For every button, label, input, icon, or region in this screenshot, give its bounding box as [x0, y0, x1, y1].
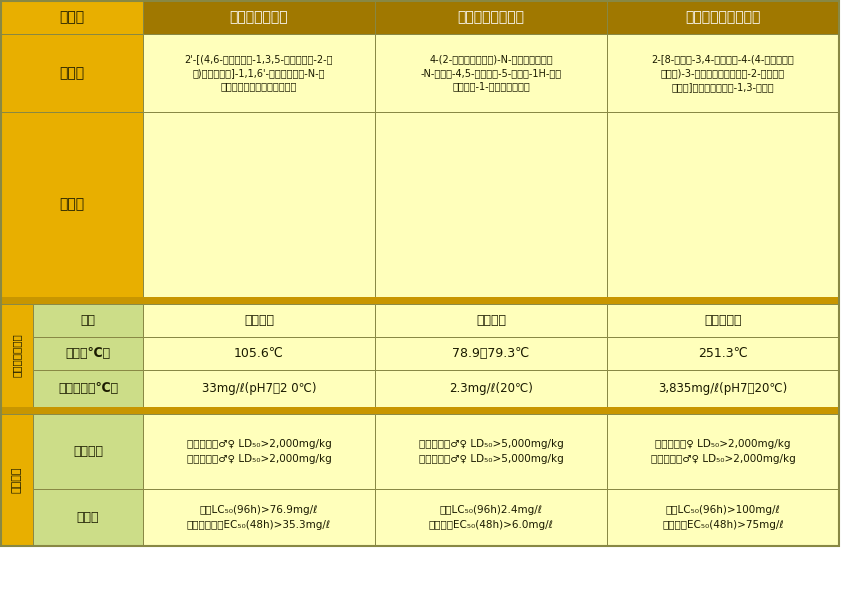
Bar — [607, 34, 839, 112]
Text: 白色結晶: 白色結晶 — [476, 314, 506, 327]
Bar — [33, 370, 143, 407]
Bar — [143, 489, 375, 546]
Text: 魚毒性: 魚毒性 — [77, 511, 99, 524]
Text: 性状: 性状 — [81, 314, 96, 327]
Text: トリアファモン: トリアファモン — [230, 10, 288, 24]
Bar — [1, 414, 33, 546]
Bar — [375, 304, 607, 337]
Text: 白色粉末: 白色粉末 — [244, 314, 274, 327]
Text: 251.3℃: 251.3℃ — [698, 347, 748, 360]
Bar — [143, 304, 375, 337]
Bar — [375, 489, 607, 546]
Bar — [1, 112, 143, 297]
Bar — [375, 34, 607, 112]
Bar — [375, 414, 607, 489]
Text: 水溶解度（℃）: 水溶解度（℃） — [58, 382, 118, 395]
Bar — [33, 489, 143, 546]
Text: 経口ラット♂♀ LD₅₀>5,000mg/kg
経皮ラット♂♀ LD₅₀>5,000mg/kg: 経口ラット♂♀ LD₅₀>5,000mg/kg 経皮ラット♂♀ LD₅₀>5,0… — [419, 439, 563, 464]
Bar — [33, 304, 143, 337]
Text: 78.9～79.3℃: 78.9～79.3℃ — [452, 347, 530, 360]
Bar — [607, 1, 839, 34]
Bar — [375, 370, 607, 407]
Bar — [607, 304, 839, 337]
Bar — [1, 1, 143, 34]
Bar — [143, 414, 375, 489]
Bar — [1, 297, 839, 304]
Text: 33mg/ℓ(pH7、2 0℃): 33mg/ℓ(pH7、2 0℃) — [202, 382, 316, 395]
Text: 2.3mg/ℓ(20℃): 2.3mg/ℓ(20℃) — [449, 382, 533, 395]
Bar — [33, 414, 143, 489]
Text: 融点（℃）: 融点（℃） — [66, 347, 110, 360]
Text: 構造式: 構造式 — [60, 198, 85, 211]
Bar — [143, 34, 375, 112]
Text: 2'-[(4,6-ジメトキシ-1,3,5-トリアジン-2-イ
ル)カルボニル]-1,1,6'-トリフルオロ-N-メ
チルメタンスルホンアニリド: 2'-[(4,6-ジメトキシ-1,3,5-トリアジン-2-イ ル)カルボニル]-… — [185, 55, 333, 92]
Bar — [607, 337, 839, 370]
Text: フェントラザミド: フェントラザミド — [458, 10, 525, 24]
Text: 淡黄色粉末: 淡黄色粉末 — [704, 314, 742, 327]
Bar — [375, 1, 607, 34]
Text: 3,835mg/ℓ(pH7、20℃): 3,835mg/ℓ(pH7、20℃) — [659, 382, 788, 395]
Text: 4-(2-クロロフェニル)-N-シクロヘキシル
-N-エチル-4,5-ジヒドロ-5-オキソ-1H-テト
ラゾール-1-カルボキサミド: 4-(2-クロロフェニル)-N-シクロヘキシル -N-エチル-4,5-ジヒドロ-… — [420, 55, 562, 92]
Bar — [143, 370, 375, 407]
Bar — [607, 112, 839, 297]
Bar — [143, 112, 375, 297]
Bar — [375, 112, 607, 297]
Text: 化学名: 化学名 — [60, 66, 85, 80]
Text: 物理化学的性状: 物理化学的性状 — [12, 334, 22, 378]
Text: 105.6℃: 105.6℃ — [234, 347, 284, 360]
Text: 2-[8-クロロ-3,4-ジヒドロ-4-(4-メトキシフ
ェニル)-3-オキソキノキサリン-2-イルカル
ボニル]シクロヘキサン-1,3-ジオン: 2-[8-クロロ-3,4-ジヒドロ-4-(4-メトキシフ ェニル)-3-オキソキ… — [652, 55, 795, 92]
Bar — [607, 370, 839, 407]
Bar — [607, 414, 839, 489]
Bar — [375, 337, 607, 370]
Text: 原体毒性: 原体毒性 — [12, 467, 22, 493]
Text: 経口ラット♂♀ LD₅₀>2,000mg/kg
経皮ラット♂♀ LD₅₀>2,000mg/kg: 経口ラット♂♀ LD₅₀>2,000mg/kg 経皮ラット♂♀ LD₅₀>2,0… — [187, 439, 331, 464]
Bar — [1, 34, 143, 112]
Bar — [1, 407, 839, 414]
Text: コイLC₅₀(96h)2.4mg/ℓ
ミジンコEC₅₀(48h)>6.0mg/ℓ: コイLC₅₀(96h)2.4mg/ℓ ミジンコEC₅₀(48h)>6.0mg/ℓ — [429, 505, 553, 530]
Bar — [607, 489, 839, 546]
Text: 人畜毒性: 人畜毒性 — [73, 445, 103, 458]
Bar — [1, 1, 839, 546]
Text: コイLC₅₀(96h)>100mg/ℓ
ミジンコEC₅₀(48h)>75mg/ℓ: コイLC₅₀(96h)>100mg/ℓ ミジンコEC₅₀(48h)>75mg/ℓ — [662, 505, 784, 530]
Text: 経口ラット♀ LD₅₀>2,000mg/kg
経皮ラット♂♀ LD₅₀>2,000mg/kg: 経口ラット♀ LD₅₀>2,000mg/kg 経皮ラット♂♀ LD₅₀>2,00… — [651, 439, 796, 464]
Bar — [143, 1, 375, 34]
Bar — [143, 337, 375, 370]
Bar — [1, 304, 33, 407]
Text: コイLC₅₀(96h)>76.9mg/ℓ
オオミジンコEC₅₀(48h)>35.3mg/ℓ: コイLC₅₀(96h)>76.9mg/ℓ オオミジンコEC₅₀(48h)>35.… — [187, 505, 331, 530]
Text: 一般名: 一般名 — [60, 10, 85, 24]
Text: フェンキノトリオン: フェンキノトリオン — [685, 10, 761, 24]
Bar — [33, 337, 143, 370]
